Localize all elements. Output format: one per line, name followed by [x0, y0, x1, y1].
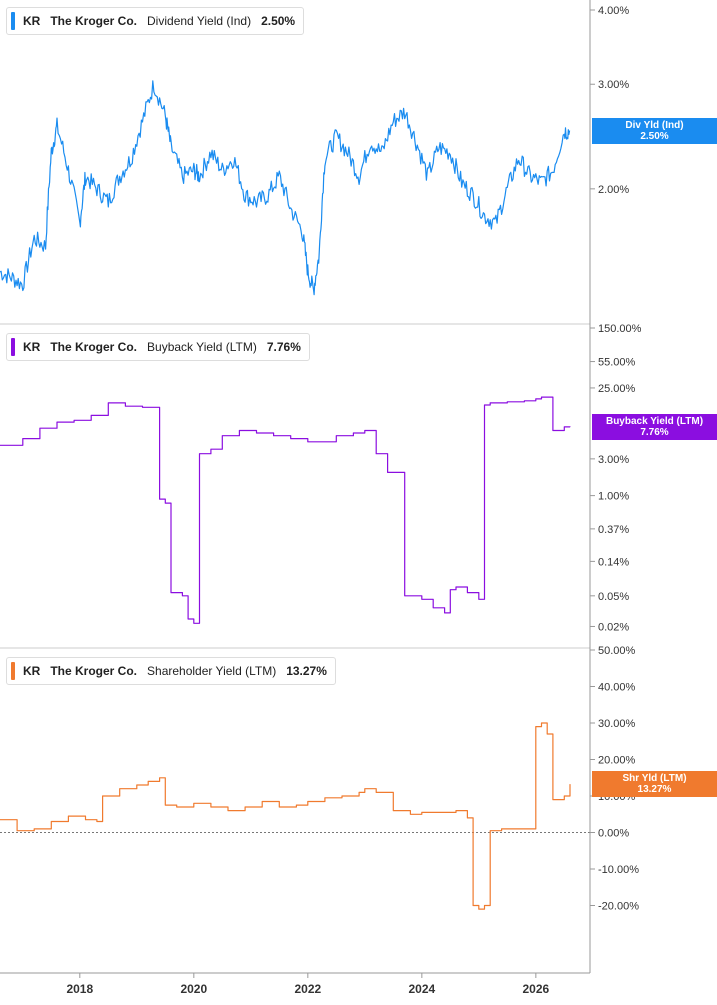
badge-value: 2.50%: [640, 131, 669, 143]
y-tick-label: 2.00%: [598, 184, 629, 196]
legend-company: The Kroger Co.: [50, 664, 138, 678]
y-tick-label: 25.00%: [598, 383, 636, 395]
legend-dividend-yield: KR The Kroger Co. Dividend Yield (Ind) 2…: [6, 7, 305, 35]
legend-ticker: KR: [23, 664, 41, 678]
badge-value: 13.27%: [637, 784, 672, 796]
legend-current-value: 2.50%: [261, 14, 296, 28]
legend-ticker: KR: [23, 14, 41, 28]
y-tick-label: 1.00%: [598, 491, 629, 503]
x-tick-label: 2020: [180, 982, 207, 996]
y-tick-label: 50.00%: [598, 645, 636, 657]
y-tick-label: 20.00%: [598, 755, 636, 767]
grid-layer: [0, 323, 590, 833]
series-line: [0, 722, 571, 910]
legend-buyback-yield: KR The Kroger Co. Buyback Yield (LTM) 7.…: [6, 333, 310, 361]
legend-color-swatch: [11, 662, 15, 680]
series-line: [0, 80, 571, 296]
badge-shareholder-yield: Shr Yld (LTM) 13.27%: [592, 771, 717, 798]
legend-color-swatch: [11, 338, 15, 356]
y-tick-label: 55.00%: [598, 357, 636, 369]
series-line: [0, 396, 571, 624]
y-tick-label: 0.37%: [598, 524, 629, 536]
badge-value: 7.76%: [640, 427, 669, 439]
y-tick-label: 150.00%: [598, 323, 642, 335]
badge-buyback-yield: Buyback Yield (LTM) 7.76%: [592, 414, 717, 441]
legend-company: The Kroger Co.: [50, 340, 138, 354]
y-tick-label: 4.00%: [598, 5, 629, 17]
x-tick-label: 2026: [522, 982, 549, 996]
y-tick-label: 40.00%: [598, 682, 636, 694]
y-tick-label: 3.00%: [598, 79, 629, 91]
axis-layer: 4.00% 3.00% 2.00% 150.00% 55.00% 25.00% 3.00% 1…: [0, 0, 642, 996]
x-tick-label: 2018: [66, 982, 93, 996]
legend-current-value: 7.76%: [266, 340, 301, 354]
legend-company: The Kroger Co.: [50, 14, 138, 28]
badge-label: Shr Yld (LTM): [622, 773, 687, 785]
y-tick-label: 0.14%: [598, 556, 629, 568]
badge-dividend-yield: Div Yld (Ind) 2.50%: [592, 118, 717, 145]
legend-ticker: KR: [23, 340, 41, 354]
legend-series-name: Buyback Yield (LTM): [147, 340, 257, 354]
y-tick-label: 0.00%: [598, 828, 629, 840]
x-tick-label: 2022: [294, 982, 321, 996]
y-tick-label: 0.02%: [598, 621, 629, 633]
legend-current-value: 13.27%: [286, 664, 327, 678]
y-tick-label: 30.00%: [598, 718, 636, 730]
y-tick-label: 0.05%: [598, 591, 629, 603]
badge-label: Buyback Yield (LTM): [605, 416, 704, 428]
y-tick-label: -10.00%: [598, 864, 639, 876]
badge-label: Div Yld (Ind): [625, 120, 684, 132]
legend-series-name: Shareholder Yield (LTM): [147, 664, 277, 678]
series-layer: [0, 80, 571, 910]
legend-series-name: Dividend Yield (Ind): [147, 14, 252, 28]
y-tick-label: 3.00%: [598, 454, 629, 466]
legend-shareholder-yield: KR The Kroger Co. Shareholder Yield (LTM…: [6, 657, 336, 685]
x-tick-label: 2024: [408, 982, 435, 996]
legend-color-swatch: [11, 12, 15, 30]
y-tick-label: -20.00%: [598, 901, 639, 913]
